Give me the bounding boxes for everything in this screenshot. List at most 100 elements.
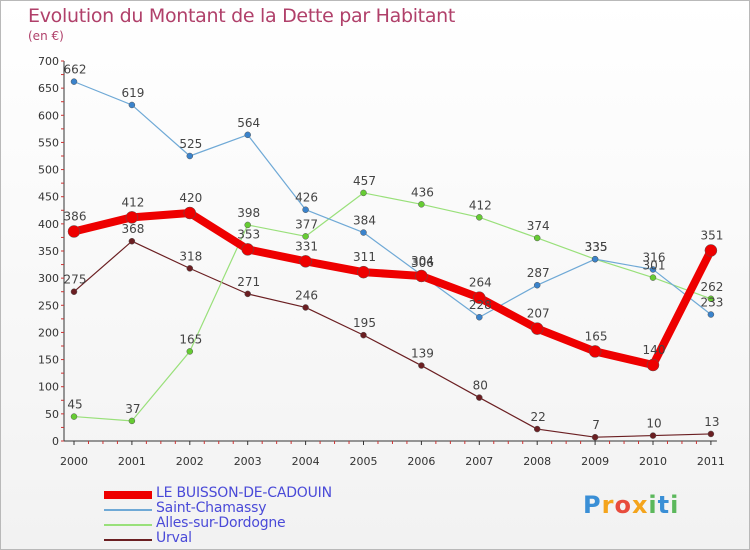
data-label: 306 [411,256,434,270]
series-line [73,240,712,438]
y-tick-label: 700 [38,55,59,68]
legend-label: Urval [156,530,192,546]
data-point [707,295,715,303]
data-point [473,291,486,304]
data-point [418,201,425,208]
data-point [588,345,602,358]
chart-data-labels: 275 368 318 271 246 195 139 80 22 7 10 13 45 37 165 398… [64,63,724,433]
data-label: 262 [700,280,723,294]
data-label: 619 [121,86,144,100]
chart-title: Evolution du Montant de la Dette par Hab… [28,5,456,27]
data-label: 311 [353,250,376,264]
legend-label: LE BUISSON-DE-CADOUIN [156,485,332,501]
y-tick-label: 300 [38,272,59,285]
data-point [530,322,544,335]
data-label: 564 [237,116,260,130]
data-label: 377 [295,217,318,231]
series-line [73,192,712,422]
x-tick-label: 2010 [639,455,667,468]
data-point [707,311,715,318]
series-line [70,209,715,369]
data-label: 37 [125,402,140,416]
data-point [360,331,367,339]
y-tick-label: 550 [38,136,59,149]
data-point [533,425,541,433]
y-tick-label: 150 [38,354,59,367]
data-point [128,237,136,245]
data-label: 139 [411,347,434,361]
data-label: 335 [585,240,608,254]
data-point [533,281,541,289]
data-point [128,417,136,425]
data-label: 10 [646,417,661,431]
data-label: 165 [179,332,202,346]
data-point [360,189,367,197]
data-label: 7 [592,418,600,432]
logo-letter: i [670,491,680,519]
data-label: 275 [64,273,87,287]
y-tick-label: 650 [38,82,59,95]
data-point [299,255,312,268]
data-label: 45 [67,398,82,412]
y-tick-label: 350 [38,245,59,258]
proxiti-logo: Proxiti [583,491,679,519]
logo-letter: r [601,491,615,519]
data-label: 335 [585,240,608,254]
data-label: 233 [700,296,723,310]
data-point [302,206,309,213]
x-tick-label: 2006 [407,455,435,468]
data-label: 304 [411,254,434,268]
data-point [357,265,370,279]
data-point [302,233,309,240]
legend-label: Alles-sur-Dordogne [156,515,286,531]
data-point [360,229,367,236]
data-label: 264 [469,276,492,290]
data-label: 195 [353,316,376,330]
y-tick-label: 450 [38,191,59,204]
data-point [244,221,251,229]
legend-swatch [104,491,152,499]
y-tick-label: 250 [38,299,59,312]
data-label: 420 [179,191,202,205]
x-tick-label: 2003 [234,455,262,468]
logo-letter: t [657,491,671,519]
data-point [125,211,139,224]
data-point [244,131,251,139]
y-tick-label: 0 [52,435,59,448]
y-tick-label: 200 [38,326,59,339]
data-point [476,214,483,221]
data-point [186,152,194,160]
data-point [186,265,194,272]
y-tick-label: 50 [45,408,59,421]
data-point [244,290,251,298]
data-point [67,225,81,238]
x-tick-label: 2000 [60,455,88,468]
data-label: 436 [411,185,434,199]
chart-series [67,78,718,441]
x-tick-label: 2005 [350,455,378,468]
x-tick-label: 2008 [523,455,551,468]
y-tick-label: 100 [38,381,59,394]
data-label: 301 [643,259,666,273]
x-tick-label: 2007 [465,455,493,468]
x-tick-label: 2002 [176,455,204,468]
data-label: 271 [237,275,260,289]
data-label: 398 [237,206,260,220]
chart-unit-label: (en €) [28,29,64,43]
data-label: 318 [179,249,202,263]
data-label: 207 [527,307,550,321]
logo-letter: x [631,491,649,519]
data-point [649,274,657,281]
data-label: 426 [295,191,318,205]
x-tick-label: 2004 [292,455,320,468]
data-point [591,255,599,263]
data-label: 316 [643,250,666,264]
data-label: 374 [527,219,550,233]
data-point [533,234,541,242]
data-point [704,244,718,257]
data-point [70,288,78,295]
data-label: 331 [295,239,318,253]
data-label: 412 [469,198,492,212]
data-point [418,362,425,369]
